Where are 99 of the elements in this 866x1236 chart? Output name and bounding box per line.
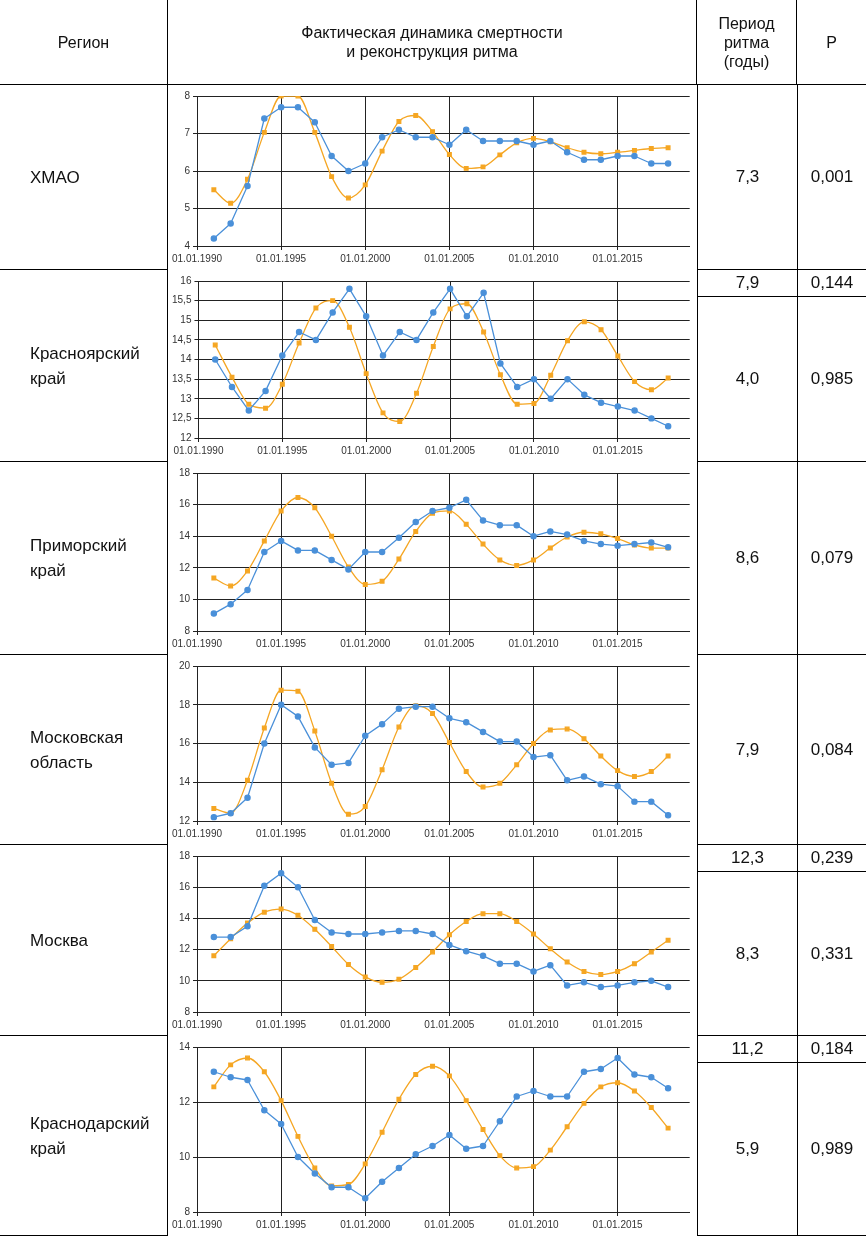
x-tick-label: 01.01.2000: [341, 444, 392, 456]
text: 11,2: [731, 1039, 764, 1059]
y-tick-label: 6: [184, 164, 191, 176]
x-tick-label: 01.01.1990: [171, 252, 223, 264]
x-tick-label: 01.01.1995: [256, 1018, 307, 1030]
x-tick-label: 01.01.2010: [508, 252, 559, 264]
x-tick-label: 01.01.2000: [340, 637, 391, 649]
x-tick-label: 01.01.1995: [256, 1218, 307, 1230]
x-tick-label: 01.01.1995: [256, 637, 307, 649]
y-tick-label: 15,5: [171, 294, 192, 306]
x-tick-label: 01.01.2015: [592, 252, 644, 264]
text: Период ритма (годы): [717, 13, 776, 71]
y-tick-label: 8: [184, 624, 191, 636]
text: 5,9: [735, 1139, 760, 1159]
y-tick-label: 4: [184, 239, 191, 251]
x-tick-label: 01.01.2010: [508, 1018, 559, 1030]
text: 0,084: [810, 739, 854, 760]
text: Москва: [30, 929, 89, 952]
y-tick-label: 12: [178, 561, 191, 573]
x-tick-label: 01.01.2005: [424, 827, 475, 839]
x-tick-label: 01.01.2010: [508, 637, 559, 649]
text: Приморский край: [30, 535, 128, 582]
y-tick-label: 16: [178, 498, 191, 510]
x-tick-label: 01.01.2015: [592, 1018, 644, 1030]
text: Регион: [57, 32, 110, 52]
y-tick-label: 18: [178, 849, 191, 861]
y-tick-label: 5: [184, 202, 191, 214]
x-tick-label: 01.01.2015: [592, 444, 644, 456]
y-tick-label: 14: [178, 912, 191, 924]
y-tick-label: 16: [180, 274, 192, 286]
x-tick-label: 01.01.2000: [340, 827, 391, 839]
x-tick-label: 01.01.2000: [340, 1218, 391, 1230]
y-tick-label: 13: [180, 392, 192, 404]
y-tick-label: 20: [178, 659, 191, 671]
text: 0,079: [810, 548, 854, 568]
y-tick-label: 15: [180, 314, 192, 325]
x-tick-label: 01.01.2015: [592, 827, 644, 839]
text: Красноярский край: [30, 342, 141, 390]
y-tick-label: 10: [178, 1150, 191, 1162]
y-tick-label: 14: [178, 776, 191, 787]
x-tick-label: 01.01.2015: [592, 637, 644, 649]
text: 8,3: [735, 943, 760, 964]
y-tick-label: 8: [184, 89, 191, 101]
y-tick-label: 12: [180, 431, 192, 443]
text: Московская область: [30, 726, 125, 774]
y-tick-label: 12: [178, 1095, 191, 1107]
x-tick-label: 01.01.1990: [173, 444, 224, 456]
y-tick-label: 12,5: [171, 412, 192, 424]
text: 4,0: [735, 369, 760, 389]
text: 8,6: [735, 548, 760, 568]
y-tick-label: 14: [178, 1040, 191, 1052]
x-tick-label: 01.01.1995: [256, 827, 307, 839]
x-tick-label: 01.01.2000: [340, 252, 391, 264]
y-tick-label: 16: [178, 880, 191, 892]
x-tick-label: 01.01.2005: [424, 637, 475, 649]
text: 12,3: [730, 848, 765, 868]
x-tick-label: 01.01.2010: [508, 827, 559, 839]
text: 0,985: [810, 369, 854, 389]
x-tick-label: 01.01.2005: [424, 252, 475, 264]
text: 7,9: [735, 739, 760, 760]
text: 0,184: [810, 1039, 854, 1059]
x-tick-label: 01.01.2000: [340, 1018, 391, 1030]
text: 0,144: [810, 273, 854, 293]
x-tick-label: 01.01.1990: [171, 1018, 223, 1030]
x-tick-label: 01.01.2005: [424, 1218, 475, 1230]
y-tick-label: 14: [178, 529, 191, 541]
text: Краснодарский край: [30, 1112, 151, 1160]
y-tick-label: 8: [184, 1205, 191, 1217]
x-tick-label: 01.01.1990: [171, 1218, 223, 1230]
x-tick-label: 01.01.2015: [592, 1218, 644, 1230]
x-tick-label: 01.01.1995: [256, 252, 307, 264]
y-tick-label: 7: [184, 127, 191, 139]
text: 7,3: [735, 167, 760, 187]
text: ХМАО: [30, 166, 80, 189]
text: 0,331: [810, 943, 854, 964]
x-tick-label: 01.01.2005: [424, 1018, 475, 1030]
x-tick-label: 01.01.2010: [508, 1218, 559, 1230]
text: 0,001: [810, 167, 854, 187]
text: 7,9: [735, 273, 760, 293]
y-tick-label: 10: [178, 593, 191, 605]
text: Р: [826, 32, 837, 52]
x-tick-label: 01.01.2005: [425, 444, 476, 456]
x-tick-label: 01.01.2010: [508, 444, 560, 456]
y-tick-label: 16: [178, 737, 191, 749]
text: 0,239: [810, 848, 854, 868]
y-tick-label: 14: [180, 353, 192, 365]
y-tick-label: 8: [184, 1005, 191, 1017]
x-tick-label: 01.01.1995: [257, 444, 308, 456]
text: 0,989: [810, 1139, 854, 1159]
y-tick-label: 13,5: [171, 372, 192, 384]
y-tick-label: 10: [178, 974, 191, 986]
text: Фактическая динамика смертности и реконструкция ритма: [300, 23, 564, 61]
y-tick-label: 18: [178, 466, 191, 478]
y-tick-label: 18: [178, 698, 191, 710]
y-tick-label: 12: [178, 814, 191, 826]
x-tick-label: 01.01.1990: [171, 827, 223, 839]
x-tick-label: 01.01.1990: [171, 637, 223, 649]
y-tick-label: 14,5: [171, 333, 192, 345]
y-tick-label: 12: [178, 943, 191, 955]
